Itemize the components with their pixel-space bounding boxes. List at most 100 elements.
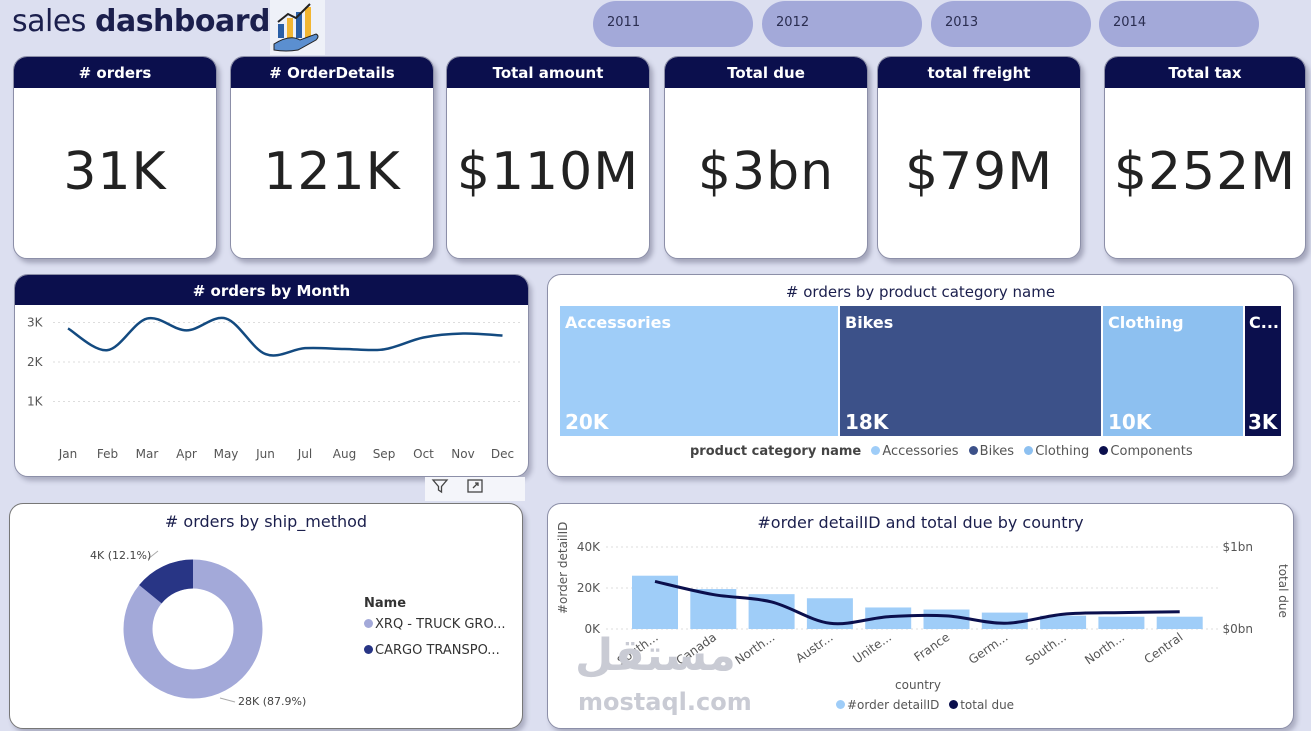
tile-label: Accessories — [565, 313, 671, 332]
legend-title: Name — [364, 596, 407, 611]
visual-header-toolbar: ⋯ — [425, 477, 525, 518]
legend-dot — [968, 446, 978, 455]
combo-plot: 40K 20K 0K $1bn $0bn #order detailID total due… — [556, 522, 1290, 692]
kpi-label: Total due — [665, 57, 867, 88]
year-slicer-2012[interactable]: 2012 — [762, 1, 922, 47]
x-tick-label: Jul — [297, 447, 312, 461]
kpi-label: total freight — [878, 57, 1080, 88]
kpi-label: Total amount — [447, 57, 649, 88]
total-due-line — [654, 579, 1180, 626]
y-tick-label: 3K — [27, 316, 44, 330]
kpi-card-total-freight[interactable]: total freight $79M — [877, 56, 1081, 259]
watermark-latin: mostaql.com — [578, 688, 752, 716]
kpi-card-order-details[interactable]: # OrderDetails 121K — [230, 56, 434, 259]
kpi-value: 121K — [263, 142, 401, 202]
chart-title: # orders by Month — [15, 275, 528, 305]
x-tick-label: Oct — [413, 447, 434, 461]
tile-value: 3K — [1248, 410, 1278, 434]
country-bar — [632, 575, 678, 629]
x-tick-label: Jan — [58, 447, 78, 461]
country-bar — [1098, 616, 1145, 629]
treemap-tile-clothing[interactable]: Clothing 10K — [1103, 306, 1243, 436]
slice-data-label: 4K (12.1%) — [90, 549, 152, 562]
kpi-card-total-amount[interactable]: Total amount $110M — [446, 56, 650, 259]
x-tick-label: Central — [1142, 630, 1186, 667]
orders-line — [67, 316, 503, 357]
detail-and-due-by-country-chart[interactable]: #order detailID and total due by country… — [547, 503, 1294, 729]
country-bar — [981, 612, 1028, 629]
x-axis-title: country — [895, 678, 941, 692]
x-tick-label: North... — [1082, 630, 1127, 667]
y-axis-title: #order detailID — [556, 522, 570, 614]
y2-axis-title: total due — [1276, 564, 1290, 618]
category-legend: product category name Accessories Bikes … — [690, 444, 1193, 459]
watermark-arabic: مستقل — [575, 630, 736, 681]
kpi-value: 31K — [63, 142, 167, 202]
x-tick-label: Mar — [136, 447, 159, 461]
tile-label: Bikes — [845, 313, 894, 332]
year-slicer-2013[interactable]: 2013 — [931, 1, 1091, 47]
kpi-card-total-tax[interactable]: Total tax $252M — [1104, 56, 1306, 259]
kpi-card-orders[interactable]: # orders 31K — [13, 56, 217, 259]
tile-value: 20K — [565, 410, 609, 434]
legend-item[interactable]: Accessories — [882, 444, 959, 459]
country-bar — [1040, 615, 1087, 629]
orders-by-month-chart[interactable]: # orders by Month 3K 2K 1K Jan Feb Mar Apr May J… — [14, 274, 529, 477]
legend-item[interactable]: Clothing — [1035, 444, 1090, 459]
y2-tick-label: $1bn — [1223, 540, 1254, 554]
y-tick-label: 40K — [577, 540, 601, 554]
tile-value: 18K — [845, 410, 889, 434]
kpi-value: $79M — [904, 142, 1054, 202]
y-tick-label: 20K — [577, 581, 601, 595]
legend-item[interactable]: total due — [960, 698, 1015, 712]
kpi-value: $110M — [456, 142, 640, 202]
x-tick-label: North... — [732, 630, 777, 667]
legend-item-xrq[interactable]: XRQ - TRUCK GRO... — [364, 617, 506, 632]
treemap-tile-components[interactable]: C... 3K — [1245, 306, 1281, 436]
legend-item[interactable]: Components — [1110, 444, 1193, 459]
legend-item-cargo[interactable]: CARGO TRANSPO... — [364, 643, 500, 658]
kpi-label: Total tax — [1105, 57, 1305, 88]
x-tick-label: May — [214, 447, 239, 461]
y2-tick-label: $0bn — [1223, 622, 1254, 636]
kpi-value: $252M — [1113, 142, 1297, 202]
kpi-label: # OrderDetails — [231, 57, 433, 88]
filter-icon[interactable] — [425, 477, 455, 499]
x-tick-label: South... — [1023, 630, 1069, 668]
legend-item[interactable]: Bikes — [979, 444, 1015, 459]
legend-dot — [1099, 446, 1109, 455]
orders-by-ship-method-chart[interactable]: # orders by ship_method 4K (12.1%) 28K (… — [9, 503, 523, 729]
x-tick-label: Aug — [333, 447, 356, 461]
orders-by-category-chart[interactable]: # orders by product category name Access… — [547, 274, 1294, 477]
x-tick-label: Apr — [176, 447, 197, 461]
chart-title: # orders by ship_method — [164, 512, 368, 531]
legend-item[interactable]: #order detailID — [847, 698, 940, 712]
legend-title: product category name — [690, 444, 862, 459]
legend-dot — [1024, 446, 1034, 455]
year-slicer-2011[interactable]: 2011 — [593, 1, 753, 47]
country-bar — [1156, 616, 1203, 629]
kpi-label: # orders — [14, 57, 216, 88]
donut-slice-cargo — [139, 559, 194, 604]
month-line-plot: 3K 2K 1K Jan Feb Mar Apr May Jun Jul Aug Sep Oct Nov D… — [27, 316, 520, 461]
tile-label: C... — [1249, 313, 1279, 332]
chart-logo-icon — [270, 0, 325, 55]
country-legend: #order detailID total due — [836, 698, 1014, 712]
year-slicer-2014[interactable]: 2014 — [1099, 1, 1259, 47]
x-tick-label: France — [912, 630, 953, 664]
x-tick-label: Germ... — [966, 630, 1011, 667]
treemap-tile-bikes[interactable]: Bikes 18K — [840, 306, 1101, 436]
y-tick-label: 2K — [27, 355, 44, 369]
x-tick-label: Feb — [97, 447, 118, 461]
chart-title: # orders by product category name — [785, 283, 1056, 301]
focus-mode-icon[interactable] — [460, 477, 490, 499]
y-tick-label: 0K — [584, 622, 601, 636]
slice-data-label: 28K (87.9%) — [238, 695, 307, 708]
tile-value: 10K — [1108, 410, 1152, 434]
treemap-tile-accessories[interactable]: Accessories 20K — [560, 306, 838, 436]
page-title: sales dashboard — [12, 4, 271, 39]
legend-dot — [871, 446, 881, 455]
kpi-value: $3bn — [697, 142, 835, 202]
kpi-card-total-due[interactable]: Total due $3bn — [664, 56, 868, 259]
tile-label: Clothing — [1108, 313, 1184, 332]
